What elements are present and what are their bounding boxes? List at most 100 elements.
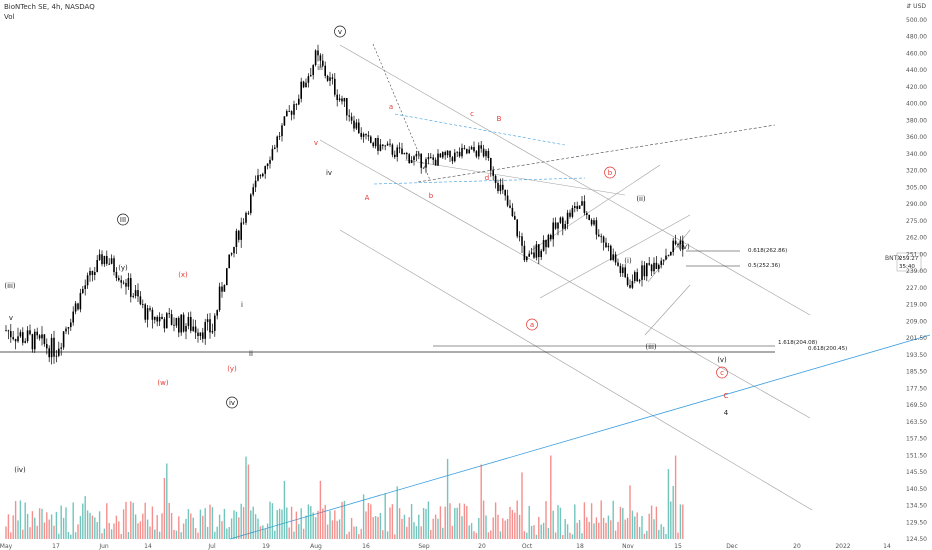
candle-body xyxy=(274,147,276,149)
volume-bar xyxy=(190,513,192,539)
volume-bar xyxy=(547,527,550,539)
candle-body xyxy=(29,330,31,335)
candle-body xyxy=(197,332,199,337)
candle-body xyxy=(545,239,547,248)
candle-body xyxy=(610,245,612,261)
volume-bar xyxy=(146,519,149,539)
candle-body xyxy=(619,265,622,274)
y-tick-label: 239.00 xyxy=(906,268,927,275)
volume-bar xyxy=(257,518,259,539)
channel-lines xyxy=(0,43,931,540)
volume-bar xyxy=(106,503,108,539)
volume-bar xyxy=(610,520,612,539)
candle-body xyxy=(310,75,312,77)
candle-body xyxy=(634,272,636,281)
candle-body xyxy=(278,136,281,137)
volume-bar xyxy=(360,528,362,539)
candle-body xyxy=(504,189,506,196)
volume-bar xyxy=(576,522,578,539)
candle-body xyxy=(31,334,34,350)
volume-bar xyxy=(216,526,218,539)
x-tick-label: 2022 xyxy=(835,543,850,550)
volume-bar xyxy=(377,516,379,539)
y-tick-label: 185.50 xyxy=(906,369,927,376)
candle-body xyxy=(55,355,58,357)
volume-bar xyxy=(137,523,139,539)
volume-bar xyxy=(514,512,516,539)
candle-body xyxy=(605,242,607,248)
candle-body xyxy=(218,286,221,311)
candle-body xyxy=(576,206,578,209)
volume-bar xyxy=(475,532,478,539)
candle-body xyxy=(82,288,84,293)
volume-bar xyxy=(497,514,499,539)
candle-body xyxy=(506,195,509,206)
y-tick-label: 140.50 xyxy=(906,486,927,493)
candle-body xyxy=(473,147,475,152)
trend-line xyxy=(404,159,626,196)
candle-body xyxy=(156,316,158,322)
volume-bar xyxy=(504,520,506,539)
candle-body xyxy=(43,334,46,345)
candle-body xyxy=(94,272,96,275)
volume-bar xyxy=(374,516,377,539)
candle-body xyxy=(406,152,408,155)
candle-body xyxy=(334,78,336,95)
volume-bar xyxy=(230,518,233,539)
volume-bar xyxy=(482,500,485,539)
y-tick-label: 305.00 xyxy=(906,184,927,191)
candle-body xyxy=(221,286,223,292)
candle-body xyxy=(521,236,523,246)
candle-body xyxy=(84,285,86,289)
volume-bar xyxy=(446,458,449,539)
volume-bar xyxy=(187,509,190,539)
volume-bar xyxy=(485,515,487,539)
candle-body xyxy=(665,255,667,260)
volume-bar xyxy=(300,508,302,539)
volume-bar xyxy=(521,472,523,539)
candle-body xyxy=(314,50,317,66)
volume-bar xyxy=(394,534,396,539)
candle-body xyxy=(574,206,576,208)
candle-body xyxy=(509,205,511,208)
volume-bar xyxy=(211,507,214,539)
volume-bar xyxy=(182,523,185,539)
volume-bar xyxy=(125,501,127,539)
y-tick-label: 290.00 xyxy=(906,201,927,208)
candle-body xyxy=(470,147,473,150)
volume-bar xyxy=(262,525,264,539)
volume-bar xyxy=(122,509,125,539)
volume-bar xyxy=(528,505,530,539)
candle-body xyxy=(269,159,271,164)
candle-body xyxy=(101,254,103,265)
wave-label: b xyxy=(608,169,613,177)
volume-bar xyxy=(286,507,288,539)
candle-body xyxy=(319,55,322,61)
volume-bar xyxy=(120,533,122,539)
candle-body xyxy=(638,279,641,282)
candle-body xyxy=(120,280,122,283)
y-tick-label: 400.00 xyxy=(906,101,927,108)
volume-bar xyxy=(391,504,394,539)
volume-bar xyxy=(72,502,74,539)
candle-body xyxy=(151,309,154,320)
volume-bar xyxy=(310,506,312,539)
wave-circle xyxy=(604,166,616,179)
volume-bar xyxy=(437,518,439,539)
volume-bar xyxy=(343,500,346,539)
candle-body xyxy=(7,330,10,332)
volume-bar xyxy=(317,510,319,539)
x-tick-label: 20 xyxy=(478,543,486,550)
candle-body xyxy=(86,275,89,286)
candle-body xyxy=(286,111,288,117)
candle-body xyxy=(228,254,230,269)
volume-bar xyxy=(643,533,646,539)
wave-label: b xyxy=(429,192,434,200)
candle-body xyxy=(22,332,24,343)
y-tick-label: 134.50 xyxy=(906,503,927,510)
candle-body xyxy=(581,201,583,206)
volume-bar xyxy=(22,529,24,539)
candle-body xyxy=(355,122,358,129)
fib-levels: 0.618(262.86) 0.5(252.36) 1.618(204.08)0.6… xyxy=(686,248,922,352)
